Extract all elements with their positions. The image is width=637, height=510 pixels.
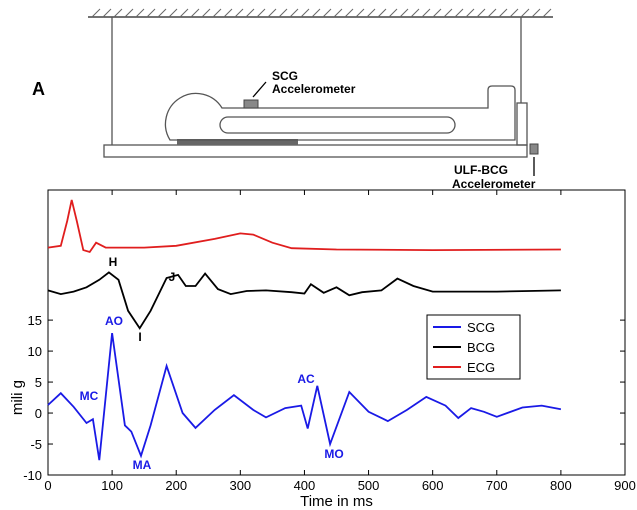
series-line [47,332,562,461]
x-tick-label: 200 [165,478,187,493]
y-tick-label: 5 [35,375,42,390]
wave-annotation: AO [105,314,123,328]
y-axis-label: mili g [9,380,26,415]
series-line [47,271,561,330]
x-tick-label: 400 [294,478,316,493]
bcg-label: ULF-BCG [454,163,508,177]
x-axis-label: Time in ms [300,493,373,510]
panel-label: A [32,79,45,99]
y-tick-label: -10 [23,468,42,483]
y-tick-label: 10 [28,344,42,359]
wave-annotation: I [138,330,141,344]
wave-annotation: MC [80,389,99,403]
x-tick-label: 300 [229,478,251,493]
legend-label: SCG [467,320,495,335]
x-tick-label: 800 [550,478,572,493]
chart: 0 100 200 300 400 500 600 700 800 900 -10 -5 0 5 10 15 T… [9,189,636,510]
y-tick-label: 0 [35,406,42,421]
x-tick-label: 900 [614,478,636,493]
x-tick-label: 700 [486,478,508,493]
y-tick-label: -5 [30,437,42,452]
wave-annotation: MO [324,447,343,461]
scg-label: Accelerometer [272,82,356,96]
scg-label: SCG [272,69,298,83]
setup-diagram: A SCG Accelerometer ULF-BCG Acceleromete… [32,8,553,191]
series-line [47,199,561,254]
wave-annotation: AC [297,372,315,386]
legend-label: BCG [467,340,495,355]
x-tick-label: 100 [101,478,123,493]
x-tick-label: 600 [422,478,444,493]
x-tick-label: 500 [358,478,380,493]
legend-label: ECG [467,360,495,375]
plot-frame [47,189,626,476]
wave-annotation: H [109,255,118,269]
x-tick-label: 0 [44,478,51,493]
bcg-label: Accelerometer [452,177,536,191]
y-tick-label: 15 [28,313,42,328]
wave-annotation: J [169,270,176,284]
wave-annotation: MA [133,458,152,472]
